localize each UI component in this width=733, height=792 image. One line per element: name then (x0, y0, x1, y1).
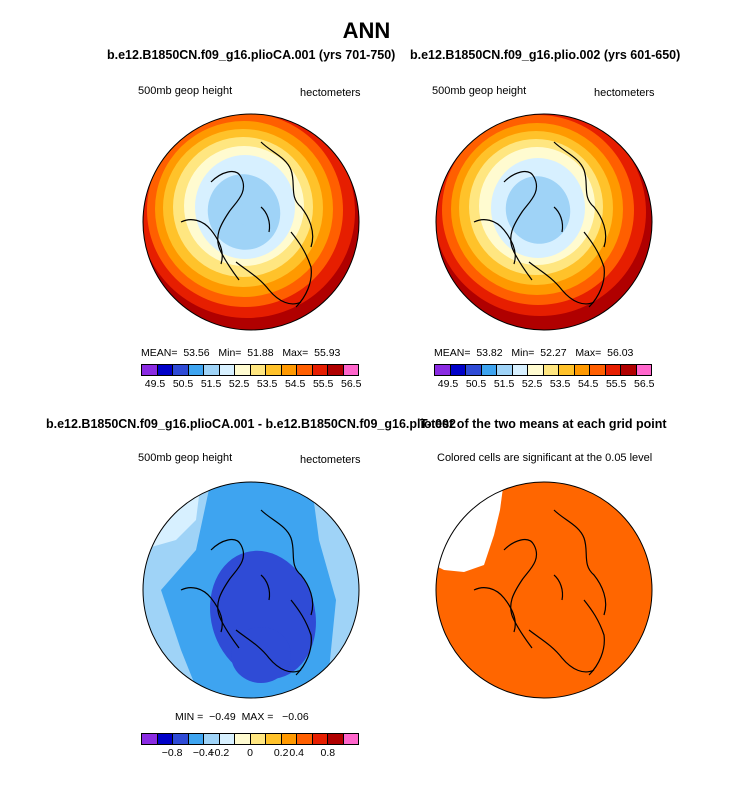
colorbar-tick-label: 55.5 (312, 378, 334, 390)
colorbar-box (188, 365, 204, 375)
colorbar-box (235, 365, 251, 375)
colorbar-box (173, 734, 189, 744)
colorbar-tick-label: 52.5 (228, 378, 250, 390)
colorbar-box (343, 365, 358, 375)
colorbar-box (512, 365, 528, 375)
colorbar-box (312, 365, 328, 375)
colorbar-box (157, 734, 173, 744)
panel4-polar-map (435, 481, 653, 699)
colorbar-box (466, 365, 482, 375)
panel4-subtitle: Colored cells are significant at the 0.0… (437, 452, 653, 464)
panel2-colorbar (434, 364, 652, 376)
colorbar-box (559, 365, 575, 375)
colorbar-tick-label: 51.5 (493, 378, 515, 390)
colorbar-tick-label: 56.5 (633, 378, 655, 390)
colorbar-box (528, 365, 544, 375)
colorbar-box (543, 365, 559, 375)
colorbar-tick-label: 51.5 (200, 378, 222, 390)
colorbar-box (636, 365, 651, 375)
colorbar-tick-label: 54.5 (284, 378, 306, 390)
colorbar-tick-label: 54.5 (577, 378, 599, 390)
panel1-colorbar (141, 364, 359, 376)
colorbar-tick-label: −0.8 (161, 747, 183, 759)
colorbar-box (250, 365, 266, 375)
colorbar-box (204, 734, 220, 744)
panel2-units-label: hectometers (594, 87, 655, 99)
colorbar-box (142, 734, 158, 744)
colorbar-tick-label: 53.5 (256, 378, 278, 390)
colorbar-tick-label: 0.2 (273, 747, 289, 759)
colorbar-box (142, 365, 158, 375)
colorbar-tick-label: 0 (247, 747, 253, 759)
panel1-variable-label: 500mb geop height (138, 85, 233, 97)
panel2-variable-label: 500mb geop height (432, 85, 527, 97)
colorbar-box (250, 734, 266, 744)
colorbar-tick-label: 0.4 (289, 747, 305, 759)
colorbar-box (497, 365, 513, 375)
panel3-stats: MIN = −0.49 MAX = −0.06 (175, 711, 309, 723)
panel1-units-label: hectometers (300, 87, 361, 99)
colorbar-tick-label: 56.5 (340, 378, 362, 390)
panel4-title: T-test of the two means at each grid poi… (420, 417, 667, 431)
panel3-title: b.e12.B1850CN.f09_g16.plioCA.001 - b.e12… (46, 417, 456, 431)
panel2-stats: MEAN= 53.82 Min= 52.27 Max= 56.03 (434, 347, 634, 359)
colorbar-box (235, 734, 251, 744)
colorbar-box (266, 734, 282, 744)
colorbar-box (574, 365, 590, 375)
colorbar-tick-label: 50.5 (465, 378, 487, 390)
panel1-stats: MEAN= 53.56 Min= 51.88 Max= 55.93 (141, 347, 341, 359)
colorbar-box (219, 734, 235, 744)
colorbar-box (219, 365, 235, 375)
colorbar-box (157, 365, 173, 375)
colorbar-tick-label: −0.2 (208, 747, 230, 759)
colorbar-box (343, 734, 358, 744)
panel2-title: b.e12.B1850CN.f09_g16.plio.002 (yrs 601-… (410, 48, 681, 62)
colorbar-box (297, 734, 313, 744)
panel1-title: b.e12.B1850CN.f09_g16.plioCA.001 (yrs 70… (107, 48, 396, 62)
colorbar-box (605, 365, 621, 375)
colorbar-box (281, 365, 297, 375)
main-title: ANN (342, 18, 391, 43)
colorbar-box (297, 365, 313, 375)
colorbar-tick-label: 49.5 (437, 378, 459, 390)
colorbar-box (590, 365, 606, 375)
panel1-polar-map (142, 113, 360, 331)
colorbar-box (328, 734, 344, 744)
colorbar-box (435, 365, 451, 375)
colorbar-box (312, 734, 328, 744)
colorbar-box (204, 365, 220, 375)
colorbar-tick-label: −0.4 (192, 747, 214, 759)
colorbar-box (173, 365, 189, 375)
colorbar-box (281, 734, 297, 744)
colorbar-tick-label: 0.8 (320, 747, 336, 759)
panel3-variable-label: 500mb geop height (138, 452, 233, 464)
colorbar-tick-label: 49.5 (144, 378, 166, 390)
colorbar-tick-label: 50.5 (172, 378, 194, 390)
colorbar-tick-label: 55.5 (605, 378, 627, 390)
colorbar-box (266, 365, 282, 375)
colorbar-box (328, 365, 344, 375)
colorbar-box (621, 365, 637, 375)
colorbar-box (188, 734, 204, 744)
colorbar-box (450, 365, 466, 375)
colorbar-box (481, 365, 497, 375)
colorbar-tick-label: 53.5 (549, 378, 571, 390)
panel3-polar-map (142, 481, 360, 699)
panel2-polar-map (435, 113, 653, 331)
colorbar-tick-label: 52.5 (521, 378, 543, 390)
panel3-units-label: hectometers (300, 454, 361, 466)
panel3-colorbar (141, 733, 359, 745)
